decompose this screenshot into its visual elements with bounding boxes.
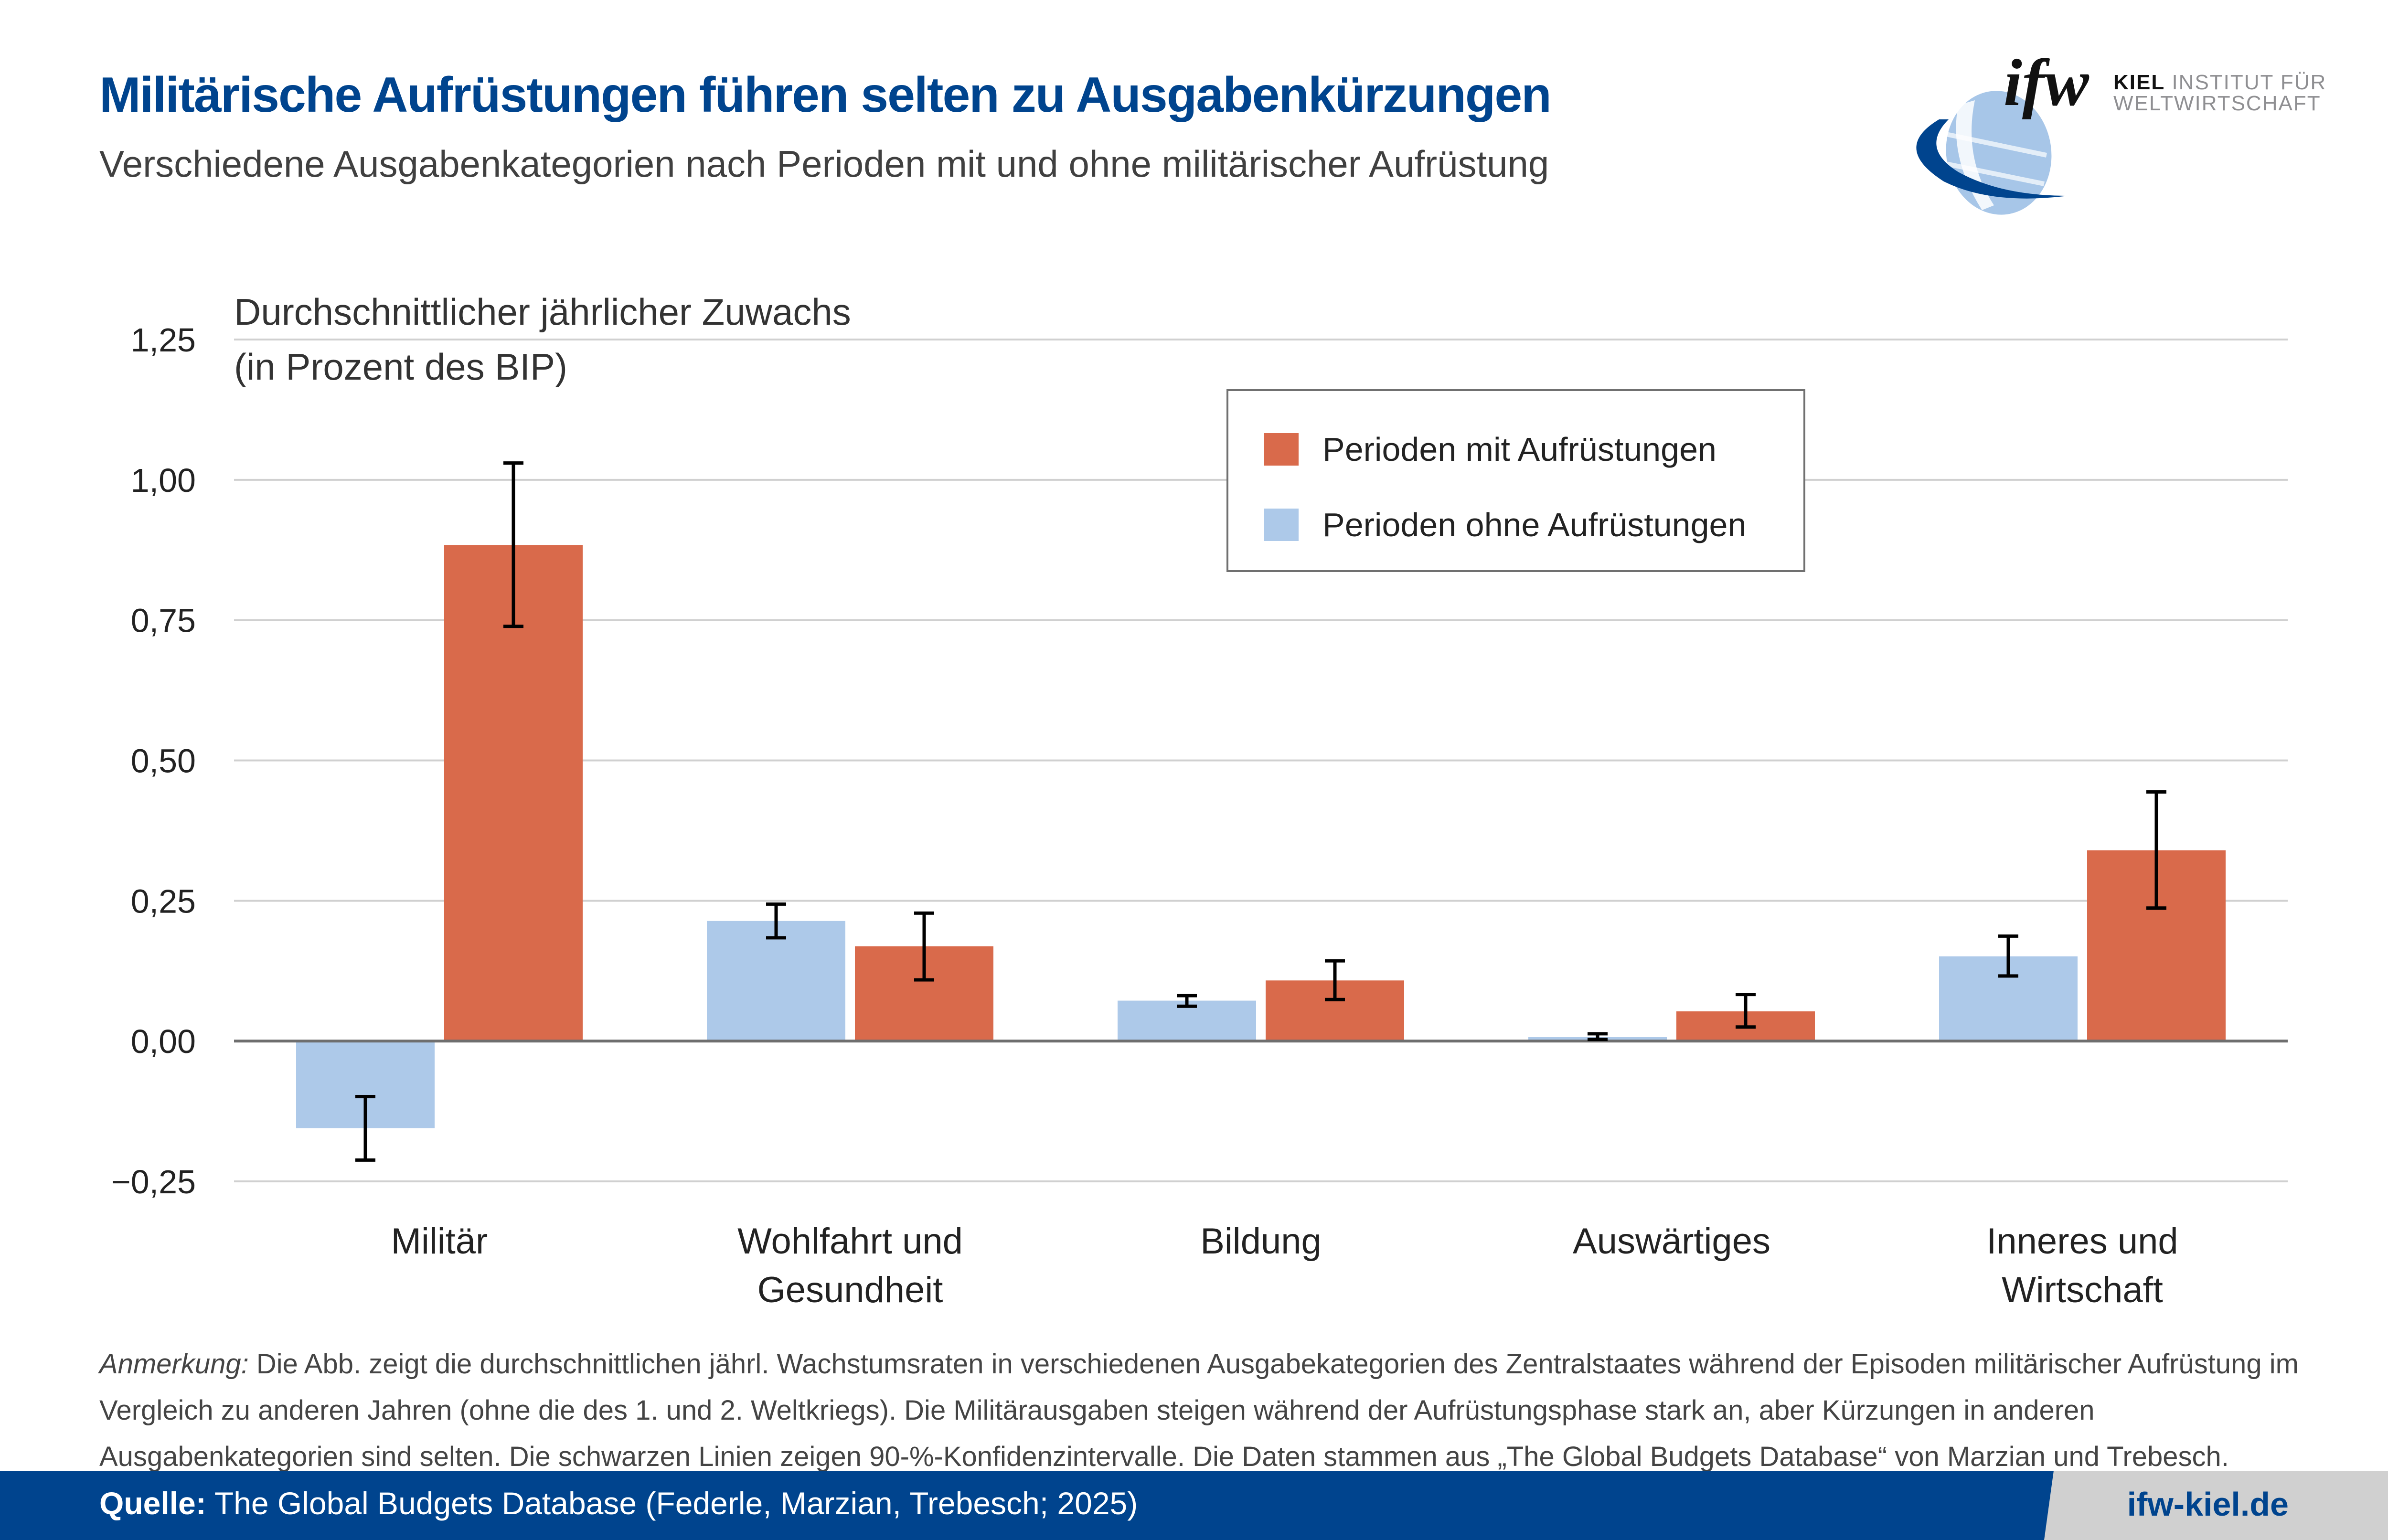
y-axis-title-line1: Durchschnittlicher jährlicher Zuwachs	[234, 291, 851, 333]
chart-title: Militärische Aufrüstungen führen selten …	[99, 67, 1552, 123]
y-tick-label: 1,00	[131, 462, 196, 499]
source-label: Quelle:	[99, 1486, 206, 1521]
legend-swatch-with	[1264, 433, 1299, 466]
logo-globe-line	[1943, 131, 2047, 158]
logo-mark: ifw	[2004, 53, 2090, 120]
y-tick-label: 0,25	[131, 882, 196, 920]
y-tick-label: 0,75	[131, 602, 196, 639]
globe-icon: ifw	[1916, 53, 2090, 215]
y-tick-label: 0,50	[131, 743, 196, 780]
x-category-label: Auswärtiges	[1573, 1221, 1770, 1262]
y-tick-label: 0,00	[131, 1023, 196, 1060]
legend-swatch-without	[1264, 509, 1299, 541]
bar-without-rearmament	[707, 921, 845, 1041]
legend-item-without: Perioden ohne Aufrüstungen	[1264, 506, 1746, 544]
x-category-label: Wirtschaft	[2002, 1270, 2163, 1310]
error-bars	[355, 461, 2166, 1162]
legend: Perioden mit Aufrüstungen Perioden ohne …	[1226, 389, 1805, 572]
y-axis-ticks: −0,25 0,00 0,25 0,50 0,75 1,00 1,25	[111, 321, 196, 1200]
x-category-label: Gesundheit	[757, 1270, 943, 1310]
logo-swoosh	[1916, 119, 2068, 199]
footer-bar: Quelle: The Global Budgets Database (Fed…	[0, 1471, 2388, 1540]
x-axis-labels: Militär Wohlfahrt und Gesundheit Bildung Aus…	[391, 1221, 2178, 1310]
y-axis-title-line2: (in Prozent des BIP)	[234, 346, 567, 388]
x-category-label: Inneres und	[1986, 1221, 2178, 1262]
logo-kiel: KIEL	[2113, 71, 2165, 94]
logo-text-line2: WELTWIRTSCHAFT	[2113, 92, 2321, 115]
logo-globe-highlight	[1956, 100, 1994, 210]
logo-globe-line	[1938, 160, 2045, 186]
legend-label-with: Perioden mit Aufrüstungen	[1322, 431, 1716, 468]
footnote: Anmerkung: Die Abb. zeigt die durchschni…	[99, 1341, 2315, 1480]
source-text: The Global Budgets Database (Federle, Ma…	[206, 1486, 1138, 1521]
chart-subtitle: Verschiedene Ausgabenkategorien nach Per…	[99, 143, 1549, 185]
source-credit: Quelle: The Global Budgets Database (Fed…	[99, 1485, 1138, 1521]
x-category-label: Militär	[391, 1221, 488, 1262]
x-category-label: Bildung	[1200, 1221, 1322, 1262]
footnote-text: Die Abb. zeigt die durchschnittlichen jä…	[99, 1349, 2299, 1472]
x-category-label: Wohlfahrt und	[737, 1221, 963, 1262]
legend-item-with: Perioden mit Aufrüstungen	[1264, 430, 1716, 468]
logo-text-line1: KIEL INSTITUT FÜR	[2113, 71, 2326, 95]
logo-institut: INSTITUT FÜR	[2165, 71, 2327, 94]
y-tick-label: −0,25	[111, 1163, 196, 1200]
y-tick-label: 1,25	[131, 321, 196, 359]
website-link[interactable]: ifw-kiel.de	[2127, 1486, 2289, 1523]
footer-website-panel	[2044, 1471, 2388, 1540]
legend-label-without: Perioden ohne Aufrüstungen	[1322, 506, 1747, 543]
footnote-label: Anmerkung:	[99, 1349, 249, 1380]
